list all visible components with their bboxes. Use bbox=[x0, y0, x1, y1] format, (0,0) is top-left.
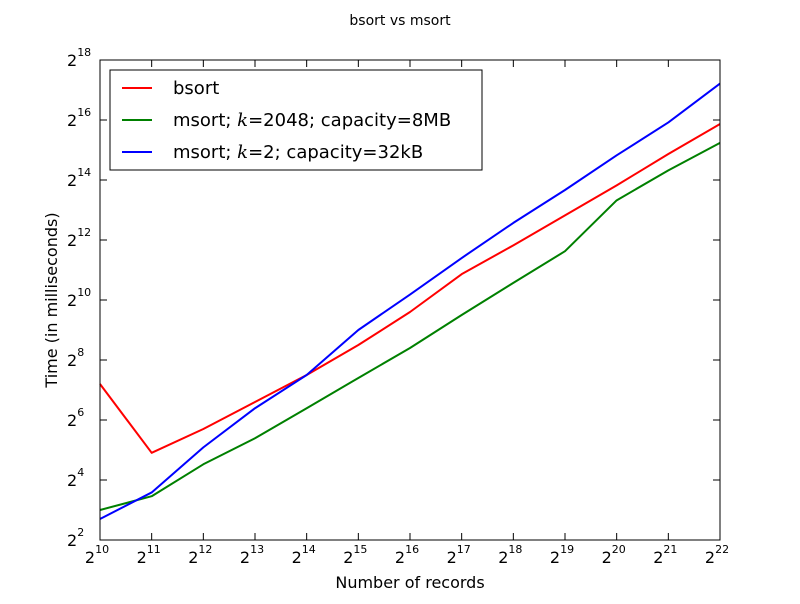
plot-frame bbox=[99, 59, 721, 541]
y-tick-label: 214 bbox=[67, 166, 91, 190]
x-tick-label: 222 bbox=[705, 543, 729, 567]
x-tick-label: 213 bbox=[240, 543, 264, 567]
y-tick-label: 210 bbox=[67, 286, 91, 310]
y-tick-label: 24 bbox=[67, 466, 84, 490]
x-tick-label: 211 bbox=[137, 543, 161, 567]
tick-layer: 210 211 212 213 214 215 216 217 218 219 220 221 2222… bbox=[67, 46, 729, 567]
y-tick-label: 218 bbox=[67, 46, 91, 70]
x-axis-title: Number of records bbox=[335, 573, 484, 592]
x-tick-label: 210 bbox=[85, 543, 109, 567]
chart-title: bsort vs msort bbox=[349, 13, 451, 29]
x-tick-label: 218 bbox=[498, 543, 522, 567]
x-tick-label: 219 bbox=[550, 543, 574, 567]
y-axis-title: Time (in milliseconds) bbox=[42, 212, 61, 388]
series-line-0 bbox=[99, 123, 721, 454]
series-line-2 bbox=[99, 82, 721, 520]
x-tick-label: 214 bbox=[292, 543, 316, 567]
y-tick-label: 22 bbox=[67, 526, 84, 550]
x-tick-label: 221 bbox=[653, 543, 677, 567]
y-tick-label: 216 bbox=[67, 106, 91, 130]
series-line-1 bbox=[99, 142, 721, 511]
x-tick-label: 215 bbox=[343, 543, 367, 567]
y-tick-label: 26 bbox=[67, 406, 84, 430]
x-tick-label: 212 bbox=[188, 543, 212, 567]
y-tick-label: 212 bbox=[67, 226, 91, 250]
y-tick-label: 28 bbox=[67, 346, 84, 370]
legend-label-2: msort; k=2; capacity=32kB bbox=[173, 142, 423, 163]
x-tick-label: 216 bbox=[395, 543, 419, 567]
x-tick-label: 217 bbox=[447, 543, 471, 567]
legend: bsort msort; k=2048; capacity=8MB msort; k… bbox=[109, 69, 483, 171]
legend-box bbox=[109, 69, 483, 171]
legend-label-1: msort; k=2048; capacity=8MB bbox=[173, 110, 451, 131]
series-lines bbox=[99, 82, 721, 520]
x-tick-label: 220 bbox=[602, 543, 626, 567]
legend-label-0: bsort bbox=[173, 78, 219, 99]
